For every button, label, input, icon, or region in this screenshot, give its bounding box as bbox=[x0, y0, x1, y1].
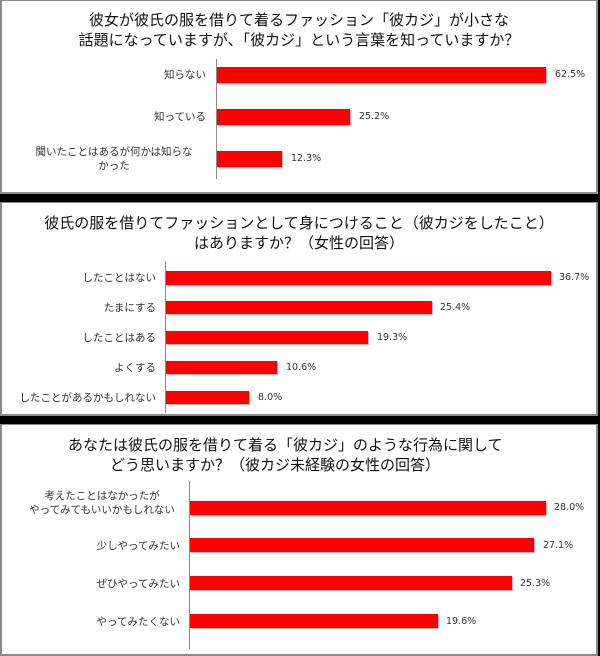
bar bbox=[190, 614, 438, 628]
y-axis-line bbox=[216, 59, 217, 179]
category-label-line-2: やってみてもいいかもしれない bbox=[29, 504, 175, 516]
chart-title-line-2: はありますか？（女性の回答） bbox=[193, 234, 404, 252]
value-label: 62.5% bbox=[555, 69, 586, 80]
chart-title: あなたは彼氏の服を借りて着る「彼カジ」のような行為に関して どう思いますか？（彼… bbox=[2, 435, 596, 475]
bar bbox=[166, 331, 368, 344]
category-label: したことがあるかもしれない bbox=[19, 392, 157, 404]
category-label: ぜひやってみたい bbox=[96, 578, 180, 590]
value-label: 36.7% bbox=[559, 272, 590, 283]
bar bbox=[166, 391, 249, 404]
bar bbox=[190, 576, 512, 590]
value-label: 10.6% bbox=[286, 362, 317, 373]
value-label: 25.2% bbox=[359, 111, 390, 122]
category-label: 知らない bbox=[164, 69, 206, 81]
chart-panel-attitude: あなたは彼氏の服を借りて着る「彼カジ」のような行為に関して どう思いますか？（彼… bbox=[0, 424, 598, 656]
category-label: 考えたことはなかったが やってみてもいいかもしれない bbox=[22, 489, 182, 517]
category-label: 聞いたことはあるが何かは知らな かった bbox=[16, 145, 212, 173]
category-label-line-1: 聞いたことはあるが何かは知らな bbox=[35, 146, 193, 158]
value-label: 27.1% bbox=[543, 540, 574, 551]
value-label: 28.0% bbox=[554, 502, 585, 513]
bar bbox=[166, 361, 277, 374]
bar bbox=[190, 538, 534, 552]
chart-title-line-2: 話題になっていますが、「彼カジ」という言葉を知っていますか？ bbox=[78, 31, 520, 49]
category-label: たまにする bbox=[103, 302, 156, 314]
chart-panel-experience: 彼氏の服を借りてファッションとして身につけること（彼カジをしたこと） はあります… bbox=[0, 202, 598, 416]
bar bbox=[166, 271, 551, 285]
value-label: 12.3% bbox=[291, 153, 322, 164]
bar bbox=[190, 501, 546, 515]
value-label: 19.6% bbox=[446, 616, 477, 627]
value-label: 25.4% bbox=[440, 302, 471, 313]
value-label: 25.3% bbox=[520, 578, 551, 589]
category-label: したことはない bbox=[82, 272, 157, 284]
category-label: よくする bbox=[114, 362, 156, 374]
category-label: したことはある bbox=[82, 332, 157, 344]
category-label-line-2: かった bbox=[98, 160, 130, 172]
category-label: 少しやってみたい bbox=[96, 540, 180, 552]
bar bbox=[217, 151, 282, 167]
value-label: 8.0% bbox=[258, 392, 283, 403]
category-label: やってみたくない bbox=[96, 616, 180, 628]
chart-title: 彼女が彼氏の服を借りて着るファッション「彼カジ」が小さな 話題になっていますが、… bbox=[2, 10, 596, 50]
category-label: 知っている bbox=[154, 111, 206, 123]
bar bbox=[166, 301, 432, 314]
y-axis-line bbox=[189, 481, 190, 649]
chart-title-line-1: あなたは彼氏の服を借りて着る「彼カジ」のような行為に関して bbox=[68, 436, 503, 454]
chart-title-line-1: 彼氏の服を借りてファッションとして身につけること（彼カジをしたこと） bbox=[44, 214, 554, 232]
value-label: 19.3% bbox=[377, 332, 408, 343]
chart-title-line-1: 彼女が彼氏の服を借りて着るファッション「彼カジ」が小さな bbox=[88, 11, 509, 29]
bar bbox=[217, 109, 350, 125]
chart-title-line-2: どう思いますか？（彼カジ未経験の女性の回答） bbox=[110, 456, 441, 474]
chart-panel-awareness: 彼女が彼氏の服を借りて着るファッション「彼カジ」が小さな 話題になっていますが、… bbox=[0, 0, 598, 194]
y-axis-line bbox=[165, 261, 166, 413]
bar bbox=[217, 67, 546, 83]
category-label-line-1: 考えたことはなかったが bbox=[44, 490, 160, 502]
chart-title: 彼氏の服を借りてファッションとして身につけること（彼カジをしたこと） はあります… bbox=[2, 213, 596, 253]
